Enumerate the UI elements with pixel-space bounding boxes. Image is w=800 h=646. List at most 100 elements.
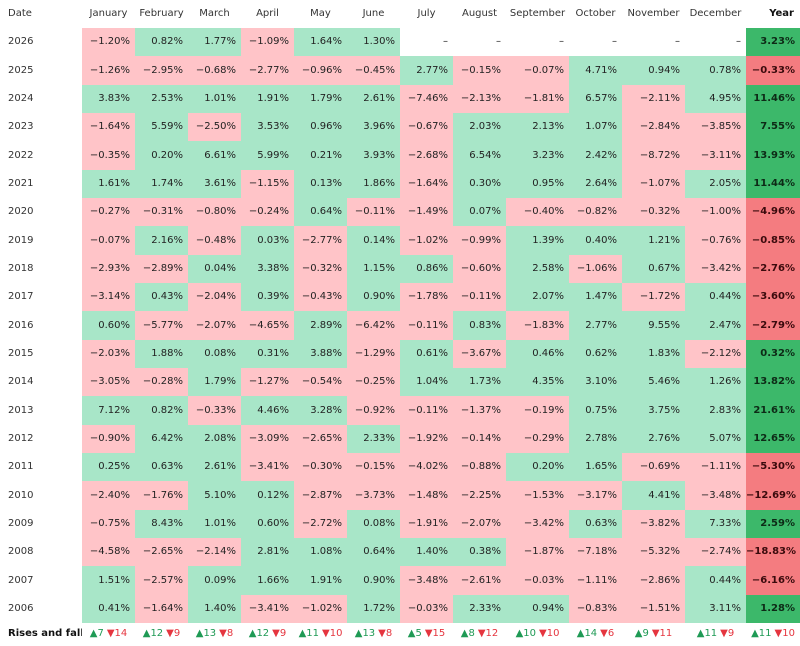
value-cell: −1.07% (622, 170, 685, 198)
column-header-september[interactable]: September (509, 8, 566, 19)
row-date-2025: 2025 (8, 65, 34, 76)
value-cell: −5.32% (622, 538, 685, 566)
rises-count: 12 (256, 628, 270, 639)
value-cell: −2.11% (622, 85, 685, 113)
value-cell: −0.40% (506, 198, 569, 226)
value-cell: 4.95% (685, 85, 746, 113)
falls-count: 10 (329, 628, 343, 639)
rises-falls-cell: ▲11 ▼10 (294, 621, 347, 646)
value-cell: −2.77% (241, 56, 294, 85)
value-cell: −1.81% (506, 85, 569, 113)
value-cell: −2.89% (135, 255, 188, 283)
row-date-2019: 2019 (8, 235, 34, 246)
value-cell: 0.44% (685, 283, 746, 311)
value-cell: −0.11% (400, 396, 453, 425)
column-header-october[interactable]: October (575, 8, 616, 19)
column-header-date[interactable]: Date (8, 8, 32, 19)
value-cell: – (400, 28, 453, 56)
column-header-february[interactable]: February (139, 8, 184, 19)
value-cell: 0.63% (569, 510, 622, 538)
value-cell: −1.29% (347, 340, 400, 368)
value-cell: −1.72% (622, 283, 685, 311)
value-cell: 2.33% (453, 595, 506, 623)
value-cell: −0.43% (294, 283, 347, 311)
value-cell: −3.14% (82, 283, 135, 311)
value-cell: 0.64% (294, 198, 347, 226)
value-cell: 2.47% (685, 311, 746, 340)
value-cell: 9.55% (622, 311, 685, 340)
value-cell: −3.41% (241, 595, 294, 623)
value-cell: −0.32% (622, 198, 685, 226)
value-cell: 0.09% (188, 566, 241, 595)
column-header-june[interactable]: June (362, 8, 385, 19)
value-cell: 1.30% (347, 28, 400, 56)
value-cell: 0.64% (347, 538, 400, 566)
row-date-2015: 2015 (8, 348, 34, 359)
value-cell: −2.07% (188, 311, 241, 340)
row-date-2016: 2016 (8, 320, 34, 331)
falls-count: 12 (485, 628, 499, 639)
rises-falls-cell: ▲13 ▼8 (347, 621, 400, 646)
falls-count: 14 (114, 628, 128, 639)
falls-count: 8 (385, 628, 393, 639)
value-cell: −2.14% (188, 538, 241, 566)
value-cell: 6.57% (569, 85, 622, 113)
value-cell: 0.07% (453, 198, 506, 226)
falls-count: 11 (659, 628, 673, 639)
row-date-2010: 2010 (8, 490, 34, 501)
value-cell: 0.14% (347, 226, 400, 255)
value-cell: −3.42% (506, 510, 569, 538)
year-total-cell: −4.96% (746, 198, 800, 226)
value-cell: 1.40% (400, 538, 453, 566)
triangle-down-icon: ▼ (539, 628, 547, 639)
value-cell: −1.64% (135, 595, 188, 623)
rises-count: 11 (758, 628, 772, 639)
value-cell: −0.24% (241, 198, 294, 226)
value-cell: −2.74% (685, 538, 746, 566)
value-cell: −0.28% (135, 368, 188, 396)
value-cell: 0.43% (135, 283, 188, 311)
column-header-year[interactable]: Year (769, 8, 794, 19)
value-cell: −1.15% (241, 170, 294, 198)
triangle-up-icon: ▲ (460, 628, 469, 639)
value-cell: – (622, 28, 685, 56)
year-total-cell: −6.16% (746, 566, 800, 595)
value-cell: – (506, 28, 569, 56)
value-cell: 2.08% (188, 425, 241, 453)
column-header-march[interactable]: March (199, 8, 230, 19)
value-cell: 0.21% (294, 141, 347, 170)
value-cell: −0.15% (347, 453, 400, 481)
column-header-july[interactable]: July (417, 8, 436, 19)
value-cell: 0.46% (506, 340, 569, 368)
value-cell: 3.96% (347, 113, 400, 141)
value-cell: 7.33% (685, 510, 746, 538)
value-cell: 0.13% (294, 170, 347, 198)
column-header-may[interactable]: May (310, 8, 331, 19)
value-cell: 1.88% (135, 340, 188, 368)
rises-count: 7 (97, 628, 104, 639)
value-cell: 1.61% (82, 170, 135, 198)
value-cell: −3.73% (347, 481, 400, 510)
value-cell: 6.42% (135, 425, 188, 453)
column-header-december[interactable]: December (689, 8, 742, 19)
row-date-2006: 2006 (8, 603, 34, 614)
column-header-august[interactable]: August (462, 8, 497, 19)
row-date-2021: 2021 (8, 178, 34, 189)
value-cell: 3.23% (506, 141, 569, 170)
column-header-april[interactable]: April (256, 8, 279, 19)
rises-count: 8 (468, 628, 475, 639)
row-date-2012: 2012 (8, 433, 34, 444)
falls-count: 9 (173, 628, 181, 639)
value-cell: 0.67% (622, 255, 685, 283)
value-cell: −1.11% (685, 453, 746, 481)
year-total-cell: −2.79% (746, 311, 800, 340)
value-cell: 0.96% (294, 113, 347, 141)
value-cell: −3.11% (685, 141, 746, 170)
value-cell: 1.86% (347, 170, 400, 198)
value-cell: −7.46% (400, 85, 453, 113)
column-header-november[interactable]: November (627, 8, 680, 19)
value-cell: 1.01% (188, 85, 241, 113)
value-cell: −3.42% (685, 255, 746, 283)
value-cell: 0.60% (241, 510, 294, 538)
column-header-january[interactable]: January (89, 8, 128, 19)
